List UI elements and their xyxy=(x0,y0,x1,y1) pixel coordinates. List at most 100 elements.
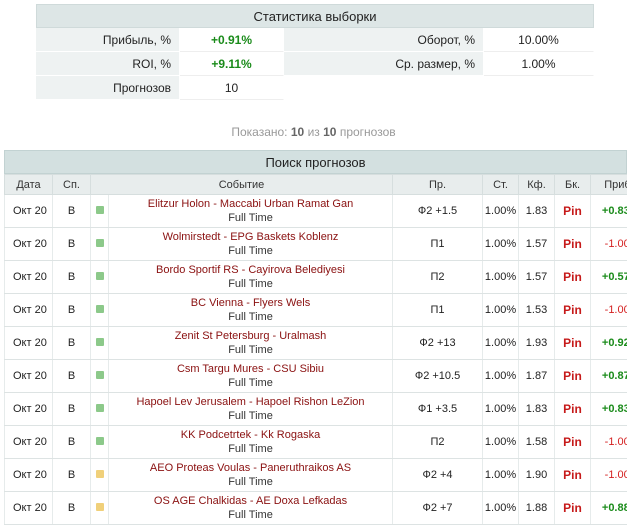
row-stake: 1.00% xyxy=(482,194,519,228)
table-row[interactable]: Окт 20 В KK Podcetrtek - Kk Rogaska Full Ti… xyxy=(4,425,627,459)
event-link[interactable]: Csm Targu Mures - CSU Sibiu xyxy=(176,363,325,375)
row-bookmaker[interactable]: Pin xyxy=(554,293,591,327)
row-sport: В xyxy=(52,326,91,360)
row-bookmaker[interactable]: Pin xyxy=(554,392,591,426)
event-link[interactable]: KK Podcetrtek - Kk Rogaska xyxy=(180,429,321,441)
event-link[interactable]: Zenit St Petersburg - Uralmash xyxy=(174,330,327,342)
event-link[interactable]: OS AGE Chalkidas - AE Doxa Lefkadas xyxy=(153,495,348,507)
row-odds: 1.93 xyxy=(518,326,555,360)
event-link[interactable]: Wolmirstedt - EPG Baskets Koblenz xyxy=(162,231,339,243)
row-status-cell xyxy=(90,425,109,459)
row-profit: -1.00% xyxy=(590,458,627,492)
row-date: Окт 20 xyxy=(4,425,53,459)
row-odds: 1.83 xyxy=(518,194,555,228)
table-row[interactable]: Окт 20 В Elitzur Holon - Maccabi Urban Ram… xyxy=(4,194,627,228)
row-stake: 1.00% xyxy=(482,326,519,360)
row-status-cell xyxy=(90,359,109,393)
row-odds: 1.87 xyxy=(518,359,555,393)
col-odds[interactable]: Кф. xyxy=(518,174,556,195)
event-link[interactable]: AEO Proteas Voulas - Paneruthraikos AS xyxy=(149,462,352,474)
row-date: Окт 20 xyxy=(4,491,53,525)
shown-count-value: 10 xyxy=(290,125,305,139)
forecasts-panel: Поиск прогнозов Дата Сп. Событие Пр. Ст.… xyxy=(4,150,627,525)
row-status-cell xyxy=(90,326,109,360)
event-period: Full Time xyxy=(228,311,273,323)
row-profit: -1.00% xyxy=(590,293,627,327)
col-sport[interactable]: Сп. xyxy=(52,174,91,195)
row-bookmaker[interactable]: Pin xyxy=(554,260,591,294)
row-event: Wolmirstedt - EPG Baskets Koblenz Full Ti… xyxy=(107,227,393,261)
row-profit: +0.87% xyxy=(590,359,627,393)
row-bookmaker[interactable]: Pin xyxy=(554,326,591,360)
event-period: Full Time xyxy=(228,344,273,356)
col-event[interactable]: Событие xyxy=(89,174,394,195)
shown-mid: из xyxy=(307,125,320,139)
row-event: BC Vienna - Flyers Wels Full Time xyxy=(107,293,393,327)
row-pick: Ф1 +3.5 xyxy=(392,392,483,426)
col-date[interactable]: Дата xyxy=(4,174,53,195)
event-period: Full Time xyxy=(228,410,273,422)
summary-panel: Статистика выборки Прибыль, % +0.91% Обо… xyxy=(36,4,594,100)
row-odds: 1.58 xyxy=(518,425,555,459)
table-row[interactable]: Окт 20 В OS AGE Chalkidas - AE Doxa Lefkad… xyxy=(4,491,627,525)
col-bookmaker[interactable]: Бк. xyxy=(554,174,592,195)
row-sport: В xyxy=(52,359,91,393)
status-square-icon xyxy=(95,404,104,412)
row-status-cell xyxy=(90,392,109,426)
row-sport: В xyxy=(52,458,91,492)
shown-count: Показано: 10 из 10 прогнозов xyxy=(0,125,627,139)
row-date: Окт 20 xyxy=(4,359,53,393)
row-stake: 1.00% xyxy=(482,260,519,294)
row-bookmaker[interactable]: Pin xyxy=(554,425,591,459)
event-period: Full Time xyxy=(228,245,273,257)
status-square-icon xyxy=(95,272,104,280)
table-row[interactable]: Окт 20 В BC Vienna - Flyers Wels Full Time П… xyxy=(4,293,627,327)
table-row[interactable]: Окт 20 В Bordo Sportif RS - Cayirova Beled… xyxy=(4,260,627,294)
row-bookmaker[interactable]: Pin xyxy=(554,491,591,525)
shown-prefix: Показано: xyxy=(231,125,288,139)
status-square-icon xyxy=(95,239,104,247)
row-date: Окт 20 xyxy=(4,227,53,261)
table-row[interactable]: Окт 20 В Zenit St Petersburg - Uralmash Ful… xyxy=(4,326,627,360)
event-link[interactable]: Bordo Sportif RS - Cayirova Belediyesi xyxy=(156,264,345,276)
row-pick: Ф2 +4 xyxy=(392,458,483,492)
table-row[interactable]: Окт 20 В Csm Targu Mures - CSU Sibiu Full T… xyxy=(4,359,627,393)
table-row[interactable]: Окт 20 В Wolmirstedt - EPG Baskets Koblenz… xyxy=(4,227,627,261)
row-status-cell xyxy=(90,194,109,228)
row-profit: +0.57% xyxy=(590,260,627,294)
row-pick: П2 xyxy=(392,425,483,459)
status-square-icon xyxy=(95,305,104,313)
row-event: Elitzur Holon - Maccabi Urban Ramat Gan F… xyxy=(107,194,393,228)
col-stake[interactable]: Ст. xyxy=(482,174,520,195)
row-event: Zenit St Petersburg - Uralmash Full Time xyxy=(107,326,393,360)
col-pick[interactable]: Пр. xyxy=(392,174,484,195)
table-row[interactable]: Окт 20 В Hapoel Lev Jerusalem - Hapoel Ris… xyxy=(4,392,627,426)
row-status-cell xyxy=(90,458,109,492)
event-link[interactable]: Hapoel Lev Jerusalem - Hapoel Rishon LeZ… xyxy=(136,396,365,408)
table-row[interactable]: Окт 20 В AEO Proteas Voulas - Paneruthraik… xyxy=(4,458,627,492)
forecasts-title: Поиск прогнозов xyxy=(4,150,627,174)
event-period: Full Time xyxy=(228,443,273,455)
row-bookmaker[interactable]: Pin xyxy=(554,359,591,393)
row-bookmaker[interactable]: Pin xyxy=(554,194,591,228)
row-stake: 1.00% xyxy=(482,458,519,492)
col-profit[interactable]: Приб. xyxy=(590,174,627,195)
row-pick: Ф2 +10.5 xyxy=(392,359,483,393)
status-square-icon xyxy=(95,206,104,214)
table-header-row: Дата Сп. Событие Пр. Ст. Кф. Бк. Приб. xyxy=(4,174,627,195)
row-event: Csm Targu Mures - CSU Sibiu Full Time xyxy=(107,359,393,393)
event-link[interactable]: Elitzur Holon - Maccabi Urban Ramat Gan xyxy=(147,198,354,210)
profit-value: +0.91% xyxy=(180,28,284,52)
event-period: Full Time xyxy=(228,212,273,224)
row-profit: -1.00% xyxy=(590,227,627,261)
row-odds: 1.90 xyxy=(518,458,555,492)
event-link[interactable]: BC Vienna - Flyers Wels xyxy=(190,297,311,309)
row-sport: В xyxy=(52,260,91,294)
summary-row-profit: Прибыль, % +0.91% Оборот, % 10.00% xyxy=(36,28,594,52)
forecasts-table: Дата Сп. Событие Пр. Ст. Кф. Бк. Приб. О… xyxy=(4,174,627,525)
row-stake: 1.00% xyxy=(482,425,519,459)
row-odds: 1.88 xyxy=(518,491,555,525)
row-odds: 1.57 xyxy=(518,227,555,261)
row-bookmaker[interactable]: Pin xyxy=(554,227,591,261)
row-bookmaker[interactable]: Pin xyxy=(554,458,591,492)
